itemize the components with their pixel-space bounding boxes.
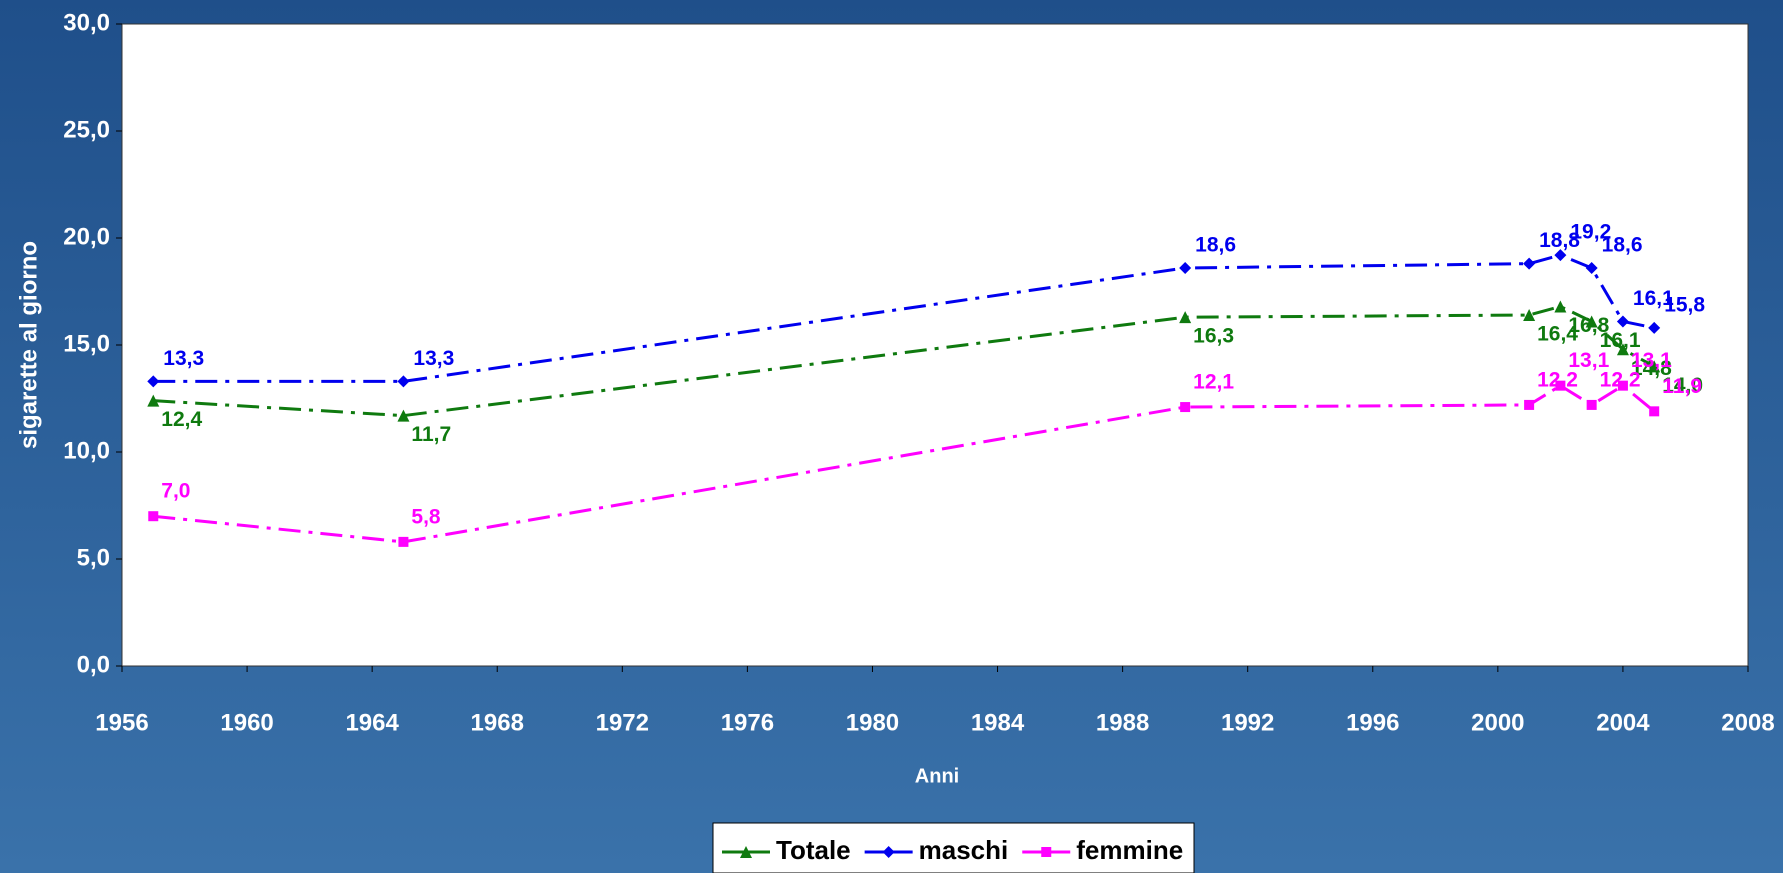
marker — [882, 846, 895, 858]
marker — [147, 375, 160, 388]
marker — [1616, 343, 1629, 356]
data-label: 19,2 — [1570, 221, 1611, 244]
data-label: 7,0 — [161, 480, 190, 503]
legend-label: Totale — [776, 835, 851, 865]
y-tick-label: 5,0 — [77, 544, 110, 571]
marker — [1524, 399, 1535, 410]
marker — [1585, 315, 1598, 328]
series-line — [153, 253, 1655, 383]
plot-area — [121, 23, 1749, 667]
data-label: 14,0 — [1662, 374, 1703, 397]
marker — [1554, 300, 1567, 313]
x-tick-label: 1988 — [1096, 709, 1149, 736]
x-tick-label: 1972 — [596, 709, 649, 736]
data-label: 12,4 — [161, 408, 202, 431]
data-label: 13,3 — [163, 347, 204, 370]
data-label: 12,2 — [1600, 368, 1641, 391]
marker — [1179, 311, 1192, 324]
x-tick-label: 1968 — [471, 709, 524, 736]
y-tick-label: 25,0 — [63, 116, 110, 143]
y-tick-label: 10,0 — [63, 437, 110, 464]
marker — [397, 409, 410, 422]
data-label: 18,6 — [1195, 234, 1236, 257]
data-label: 16,1 — [1600, 329, 1641, 352]
series-line — [153, 304, 1655, 418]
marker — [148, 511, 159, 522]
data-label: 11,9 — [1662, 375, 1702, 398]
x-tick-label: 1964 — [345, 709, 399, 736]
data-label: 5,8 — [411, 505, 441, 528]
marker — [1554, 249, 1567, 262]
x-tick-label: 1992 — [1221, 709, 1274, 736]
x-tick-label: 1984 — [971, 709, 1025, 736]
data-label: 12,1 — [1193, 371, 1234, 394]
x-tick-label: 1960 — [220, 709, 273, 736]
x-tick-label: 1976 — [721, 709, 774, 736]
x-tick-label: 2008 — [1721, 709, 1774, 736]
x-tick-label: 1980 — [846, 709, 899, 736]
marker — [1555, 380, 1566, 391]
data-label: 11,7 — [411, 423, 451, 446]
marker — [397, 375, 410, 388]
data-label: 18,8 — [1539, 229, 1580, 252]
data-label: 13,3 — [413, 347, 454, 370]
marker — [1616, 315, 1629, 328]
x-tick-label: 1996 — [1346, 709, 1399, 736]
x-axis-label: Anni — [915, 765, 959, 787]
y-tick-label: 30,0 — [63, 9, 110, 36]
marker — [740, 846, 752, 858]
data-label: 12,2 — [1537, 368, 1578, 391]
x-tick-label: 2000 — [1471, 709, 1524, 736]
series-line — [153, 383, 1656, 544]
marker — [1523, 309, 1536, 322]
marker — [1180, 402, 1191, 413]
y-tick-label: 15,0 — [63, 330, 110, 357]
data-label: 13,1 — [1631, 349, 1672, 372]
legend — [712, 822, 1195, 873]
marker — [1179, 261, 1192, 274]
marker — [1585, 261, 1598, 274]
x-tick-label: 2004 — [1596, 709, 1650, 736]
marker — [1041, 847, 1052, 857]
data-label: 16,3 — [1193, 325, 1234, 348]
marker — [1649, 406, 1660, 417]
marker — [398, 536, 409, 547]
data-label: 15,8 — [1664, 293, 1705, 316]
marker — [1648, 360, 1661, 373]
data-label: 16,4 — [1537, 323, 1578, 346]
x-tick-label: 1956 — [95, 709, 148, 736]
y-tick-label: 20,0 — [63, 223, 110, 250]
data-label: 16,1 — [1633, 287, 1674, 310]
legend-label: maschi — [919, 835, 1009, 865]
marker — [1617, 380, 1628, 391]
y-axis-label: sigarette al giorno — [15, 241, 42, 449]
marker — [1648, 321, 1661, 334]
data-label: 13,1 — [1568, 349, 1609, 372]
y-tick-label: 0,0 — [77, 651, 110, 678]
marker — [147, 394, 160, 407]
legend-label: femmine — [1076, 835, 1183, 865]
marker — [1523, 257, 1536, 270]
marker — [1586, 399, 1597, 410]
data-label: 18,6 — [1602, 234, 1643, 257]
